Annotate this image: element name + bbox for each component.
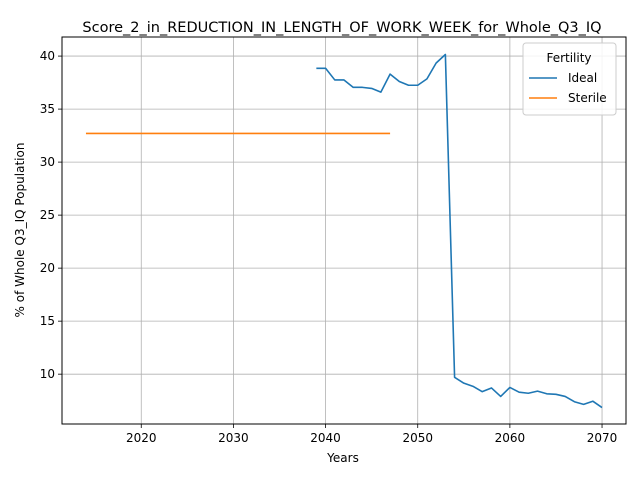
y-tick-label: 10 <box>40 367 55 381</box>
legend-label-ideal: Ideal <box>568 71 597 85</box>
legend-box <box>522 42 617 116</box>
x-axis-label: Years <box>326 451 359 465</box>
x-axis-ticks: 2020 2030 2040 2050 2060 2070 <box>126 424 617 445</box>
y-axis-ticks: 10 15 20 25 30 35 40 <box>40 49 62 381</box>
x-tick-label: 2020 <box>126 431 157 445</box>
y-tick-label: 30 <box>40 155 55 169</box>
legend: Fertility Ideal Sterile <box>522 42 617 116</box>
y-tick-label: 25 <box>40 208 55 222</box>
x-tick-label: 2070 <box>587 431 618 445</box>
y-axis-label: % of Whole Q3_IQ Population <box>13 143 27 318</box>
y-tick-label: 15 <box>40 314 55 328</box>
gridlines <box>62 37 626 424</box>
y-tick-label: 35 <box>40 102 55 116</box>
plot-frame <box>61 36 627 425</box>
y-tick-label: 40 <box>40 49 55 63</box>
x-tick-label: 2030 <box>218 431 249 445</box>
legend-title: Fertility <box>546 51 591 65</box>
x-tick-label: 2060 <box>495 431 526 445</box>
series-line-ideal <box>316 53 603 409</box>
series-lines <box>85 53 603 409</box>
x-tick-label: 2050 <box>402 431 433 445</box>
legend-label-sterile: Sterile <box>568 91 607 105</box>
y-tick-label: 20 <box>40 261 55 275</box>
chart-title: Score_2_in_REDUCTION_IN_LENGTH_OF_WORK_W… <box>82 20 601 36</box>
x-tick-label: 2040 <box>310 431 341 445</box>
